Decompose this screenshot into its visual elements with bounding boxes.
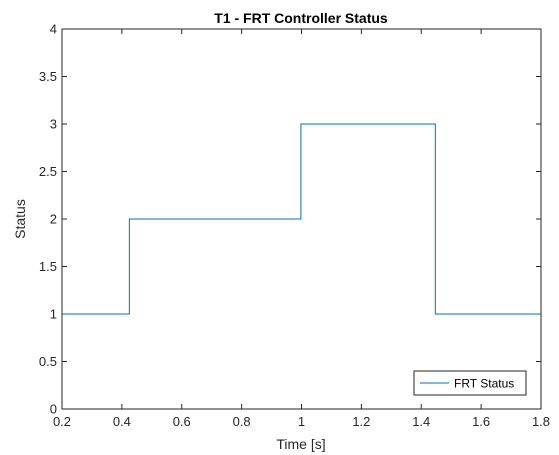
y-tick-label: 4 [50,22,57,37]
legend-label: FRT Status [454,377,514,391]
x-tick-label: 1.8 [532,414,550,429]
y-tick-label: 1.5 [39,259,57,274]
y-tick-label: 0 [50,402,57,417]
legend: FRT Status [413,370,527,396]
x-tick-label: 0.6 [173,414,191,429]
x-tick-label: 1 [298,414,305,429]
x-tick-label: 0.2 [53,414,71,429]
y-axis-label: Status [12,199,28,239]
y-tick-label: 2.5 [39,164,57,179]
chart-title: T1 - FRT Controller Status [214,10,388,26]
y-tick-label: 1 [50,307,57,322]
y-tick-label: 2 [50,212,57,227]
y-tick-label: 0.5 [39,354,57,369]
y-tick-label: 3.5 [39,69,57,84]
y-tick-label: 3 [50,117,57,132]
x-tick-label: 1.4 [412,414,430,429]
x-tick-label: 1.2 [352,414,370,429]
x-axis-ticks: 0.2 0.4 0.6 0.8 1 1.2 1.4 1.6 1.8 [53,29,550,429]
x-tick-label: 0.8 [233,414,251,429]
x-tick-label: 1.6 [472,414,490,429]
series-line-frt-status [62,123,541,315]
series-layer [62,123,541,315]
x-axis-label: Time [s] [276,436,325,452]
x-tick-label: 0.4 [113,414,131,429]
y-axis-ticks: 0 0.5 1 1.5 2 2.5 3 3.5 4 [39,22,541,417]
